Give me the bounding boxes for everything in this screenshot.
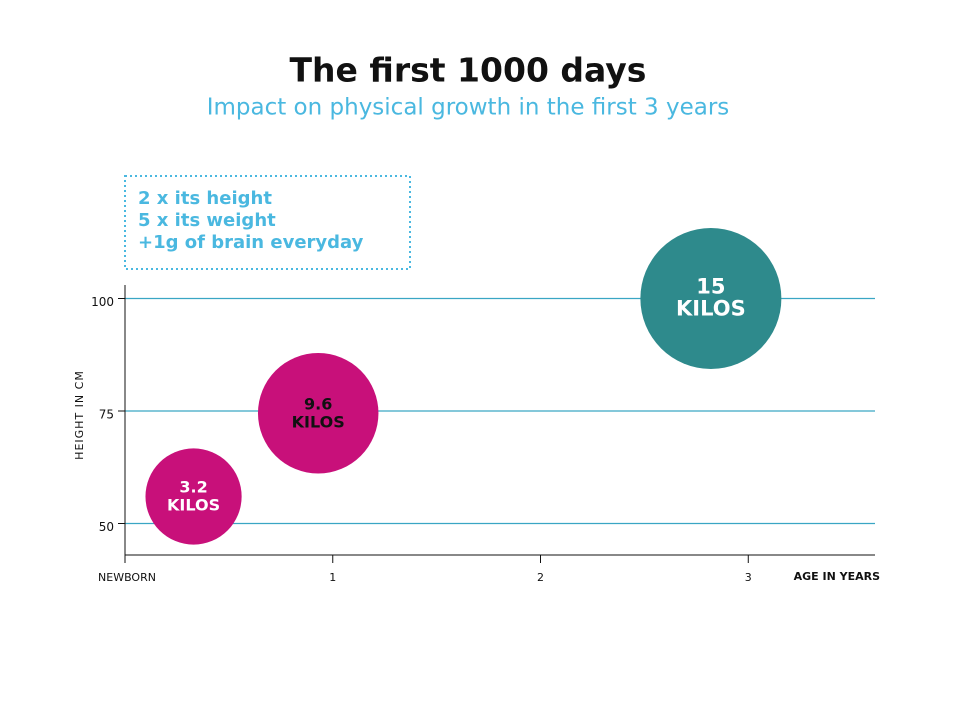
chart-subtitle: Impact on physical growth in the first 3… xyxy=(207,95,730,121)
x-tick-label: 3 xyxy=(745,571,752,584)
bubble xyxy=(640,228,782,369)
bubble-label: 3.2 KILOS xyxy=(167,477,220,514)
bubble-label-line: KILOS xyxy=(167,495,220,514)
note-line: 5 x its weight xyxy=(138,210,276,231)
y-tick-label: 100 xyxy=(91,295,114,309)
chart-title: The first 1000 days xyxy=(290,51,647,90)
x-axis-label: AGE IN YEARS xyxy=(794,570,880,583)
bubble xyxy=(257,353,379,474)
note-line: 2 x its height xyxy=(138,188,272,209)
bubble-label-line: 3.2 xyxy=(179,477,207,496)
note-box xyxy=(124,175,411,270)
bubble xyxy=(145,448,242,545)
bubble-label: 15 KILOS xyxy=(676,275,746,321)
x-tick-label: 2 xyxy=(537,571,544,584)
bubble-label-line: KILOS xyxy=(292,412,345,431)
bubble-label-line: KILOS xyxy=(676,297,746,321)
bubble-label-line: 15 xyxy=(696,275,725,299)
y-tick-label: 75 xyxy=(99,408,114,422)
note-line: +1g of brain everyday xyxy=(138,232,364,253)
bubble-label-line: 9.6 xyxy=(304,394,332,413)
y-tick-label: 50 xyxy=(99,520,114,534)
x-tick-label: 1 xyxy=(329,571,336,584)
x-tick-label: NEWBORN xyxy=(98,571,156,584)
y-axis-label: HEIGHT IN CM xyxy=(73,370,86,460)
bubble-label: 9.6 KILOS xyxy=(292,394,345,431)
